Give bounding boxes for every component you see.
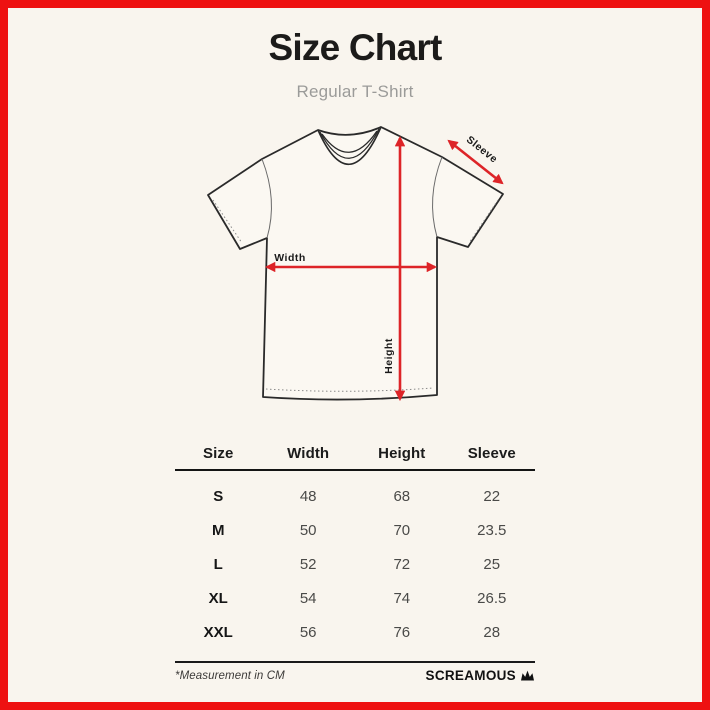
measurement-unit-note: *Measurement in CM (175, 669, 285, 682)
page-header: Size Chart Regular T-Shirt (8, 28, 702, 102)
tshirt-outline (207, 126, 504, 401)
cell-sleeve: 28 (483, 623, 501, 641)
cuff-stitch-left (212, 199, 243, 244)
cell-size: XXL (203, 623, 233, 641)
brand-logo: SCREAMOUS (426, 668, 535, 683)
footer-divider (175, 661, 535, 663)
cell-height: 72 (393, 555, 411, 573)
height-arrow-label: Height (383, 338, 395, 374)
page-subtitle: Regular T-Shirt (296, 82, 414, 101)
collar-curve-inner (321, 130, 378, 153)
sleeve-arrow (447, 139, 504, 185)
tshirt-illustration: Width Height Sleeve (207, 126, 504, 402)
cell-sleeve: 26.5 (477, 589, 507, 607)
table-header-divider (175, 469, 535, 471)
cell-size: L (213, 555, 223, 573)
cuff-stitch-right (468, 199, 499, 244)
table-row-m: M 50 70 23.5 (175, 513, 535, 547)
armhole-seam-left (261, 158, 272, 239)
cell-sleeve: 25 (483, 555, 501, 573)
cell-size: M (211, 521, 225, 539)
page-footer: *Measurement in CM SCREAMOUS (175, 668, 535, 683)
table-row-s: S 48 68 22 (175, 479, 535, 513)
cell-size: XL (208, 589, 228, 607)
cell-width: 56 (299, 623, 317, 641)
column-header-size: Size (202, 444, 234, 462)
column-header-height: Height (378, 444, 426, 462)
width-arrow-label: Width (274, 252, 306, 264)
table-row-l: L 52 72 25 (175, 547, 535, 581)
cell-width: 48 (299, 487, 317, 505)
collar-curve-mid (319, 128, 380, 159)
cell-width: 54 (299, 589, 317, 607)
sleeve-arrow-label: Sleeve (464, 134, 500, 166)
brand-name: SCREAMOUS (425, 668, 516, 683)
cell-size: S (213, 487, 224, 505)
cell-sleeve: 22 (483, 487, 501, 505)
column-header-sleeve: Sleeve (467, 444, 516, 462)
size-table-body: S 48 68 22 M 50 70 23.5 L 52 72 25 XL 54… (175, 471, 535, 649)
cell-width: 52 (299, 555, 317, 573)
table-row-xxl: XXL 56 76 28 (175, 615, 535, 649)
cell-height: 76 (393, 623, 411, 641)
cell-sleeve: 23.5 (477, 521, 507, 539)
column-header-width: Width (287, 444, 330, 462)
cell-width: 50 (299, 521, 317, 539)
table-row-xl: XL 54 74 26.5 (175, 581, 535, 615)
cell-height: 74 (393, 589, 411, 607)
armhole-seam-right (432, 156, 443, 238)
crown-icon (520, 670, 535, 681)
collar-curve-outer (317, 126, 382, 166)
size-table: Size Width Height Sleeve S 48 68 22 M 50… (175, 437, 535, 649)
cell-height: 70 (393, 521, 411, 539)
size-table-header-row: Size Width Height Sleeve (175, 437, 535, 469)
page-title: Size Chart (268, 27, 443, 68)
tshirt-measurement-diagram: Width Height Sleeve (185, 112, 530, 412)
cell-height: 68 (393, 487, 411, 505)
